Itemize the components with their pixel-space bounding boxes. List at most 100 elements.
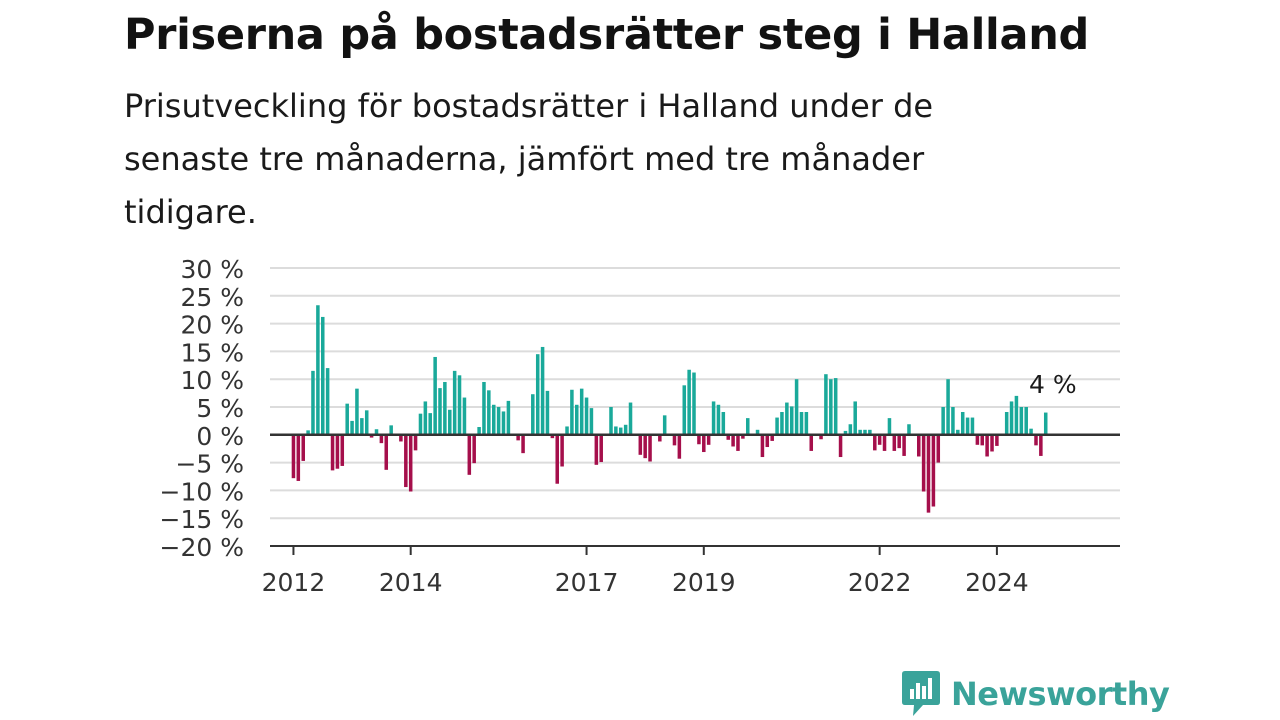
- bar: [1039, 434, 1043, 456]
- bar: [658, 434, 662, 442]
- bar: [838, 434, 843, 458]
- bar: [662, 415, 667, 435]
- bar: [521, 434, 525, 454]
- bar: [492, 404, 496, 435]
- bar: [457, 375, 462, 435]
- bar: [291, 434, 296, 479]
- bar: [570, 389, 574, 435]
- bar: [775, 417, 779, 435]
- bar: [697, 434, 701, 445]
- bar: [829, 379, 833, 435]
- bar: [448, 409, 452, 435]
- bar: [501, 411, 506, 435]
- bar: [614, 426, 618, 435]
- bar: [360, 418, 364, 435]
- y-tick-label: 20 %: [180, 311, 244, 340]
- bar: [594, 434, 599, 465]
- y-tick-label: −20 %: [160, 533, 244, 562]
- x-tick-label: 2022: [848, 568, 912, 597]
- bar: [413, 434, 418, 451]
- bar: [970, 417, 975, 435]
- bar: [926, 434, 931, 513]
- bar: [770, 434, 774, 441]
- bar: [531, 394, 535, 435]
- bar: [946, 379, 950, 435]
- bar: [384, 434, 389, 470]
- brand-logo[interactable]: Newsworthy: [901, 669, 1170, 719]
- bar-chart: 30 %25 %20 %15 %10 %5 %0 %−5 %−10 %−15 %…: [160, 255, 1120, 597]
- bar: [682, 385, 687, 435]
- bar: [462, 397, 467, 435]
- bar: [760, 434, 765, 458]
- bar: [452, 370, 457, 435]
- bar: [873, 434, 877, 451]
- bar: [535, 354, 540, 435]
- bar: [618, 427, 623, 435]
- bar: [833, 378, 838, 435]
- bar: [638, 434, 643, 455]
- bar: [296, 434, 301, 481]
- bar: [882, 434, 887, 451]
- bar: [506, 400, 511, 435]
- bar: [956, 429, 960, 435]
- bar: [990, 434, 994, 452]
- bar: [364, 410, 369, 435]
- bar: [868, 429, 872, 435]
- bar: [1019, 407, 1024, 435]
- bar: [687, 369, 691, 435]
- bar: [765, 434, 770, 448]
- bar: [1043, 412, 1048, 435]
- bar: [540, 346, 545, 435]
- bar: [824, 374, 828, 435]
- bar: [482, 381, 486, 435]
- bar: [1024, 407, 1028, 435]
- bar: [1009, 401, 1014, 435]
- bar: [741, 434, 745, 439]
- bar: [794, 379, 799, 435]
- y-tick-label: 30 %: [180, 255, 244, 284]
- bar: [584, 397, 589, 435]
- bar: [853, 401, 857, 435]
- bar: [951, 407, 955, 435]
- bar: [404, 434, 408, 488]
- bar: [726, 434, 730, 440]
- x-tick-label: 2019: [672, 568, 736, 597]
- bars: [291, 305, 1048, 513]
- latest-value-label: 4 %: [1029, 370, 1077, 399]
- y-tick-label: 5 %: [196, 394, 244, 423]
- bar: [623, 424, 628, 435]
- bar: [516, 434, 520, 441]
- bar: [887, 418, 892, 435]
- bar: [941, 407, 945, 435]
- bar: [917, 434, 921, 457]
- bar: [369, 434, 374, 438]
- bar: [721, 412, 726, 435]
- bar: [399, 434, 403, 442]
- bar: [848, 424, 853, 435]
- y-tick-label: −5 %: [175, 450, 244, 479]
- bar: [433, 356, 437, 435]
- bar: [877, 434, 882, 445]
- bar: [311, 370, 315, 435]
- bar: [496, 407, 501, 435]
- bar: [936, 434, 941, 463]
- bar: [599, 434, 603, 463]
- bar: [545, 390, 550, 435]
- bar: [408, 434, 413, 492]
- bar: [306, 430, 310, 435]
- bar: [443, 381, 447, 435]
- y-tick-label: −10 %: [160, 477, 244, 506]
- bar: [374, 429, 379, 435]
- bar: [980, 434, 984, 446]
- bar: [858, 429, 862, 435]
- bar: [550, 434, 555, 439]
- bar: [438, 388, 442, 435]
- bar: [335, 434, 340, 469]
- bar: [560, 434, 564, 467]
- bar: [736, 434, 740, 451]
- bar: [921, 434, 926, 492]
- bar: [716, 404, 721, 435]
- bar: [472, 434, 476, 464]
- bar: [575, 404, 579, 435]
- bar: [316, 305, 320, 435]
